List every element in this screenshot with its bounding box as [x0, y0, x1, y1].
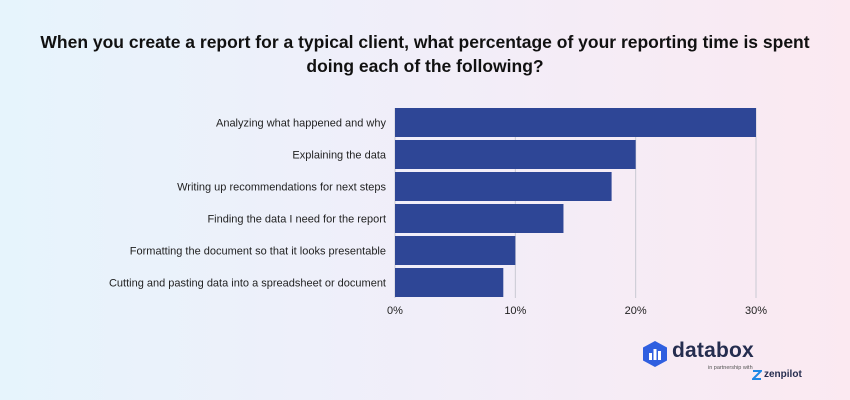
- grid-lines: [394, 108, 757, 298]
- brand-logo: databox in partnership with zenpilot: [642, 338, 812, 384]
- category-label: Explaining the data: [292, 150, 386, 162]
- chart-title-line-2: doing each of the following?: [306, 56, 544, 76]
- bars: [395, 108, 756, 297]
- category-label: Writing up recommendations for next step…: [177, 182, 386, 194]
- x-tick-labels: 0% 10% 20% 30%: [387, 305, 767, 317]
- chart-title: When you create a report for a typical c…: [20, 30, 830, 78]
- category-labels: Analyzing what happened and why Explainin…: [109, 118, 387, 290]
- x-tick-label: 30%: [745, 305, 767, 317]
- bar: [395, 108, 756, 137]
- x-tick-label: 20%: [625, 305, 647, 317]
- bar: [395, 268, 504, 297]
- bar: [395, 204, 564, 233]
- bar: [395, 236, 516, 265]
- category-label: Cutting and pasting data into a spreadsh…: [109, 278, 386, 290]
- x-tick-label: 10%: [504, 305, 526, 317]
- x-tick-label: 0%: [387, 305, 403, 317]
- brand-name: databox: [672, 339, 754, 362]
- brand-subtitle: in partnership with: [708, 365, 753, 371]
- bar: [395, 172, 612, 201]
- databox-logo-icon: [643, 341, 667, 367]
- zenpilot-logo-icon: [752, 370, 762, 380]
- category-label: Analyzing what happened and why: [216, 118, 387, 130]
- category-label: Finding the data I need for the report: [207, 214, 386, 226]
- partner-name: zenpilot: [764, 369, 802, 380]
- category-label: Formatting the document so that it looks…: [130, 246, 386, 258]
- chart-title-line-1: When you create a report for a typical c…: [40, 32, 810, 52]
- bar: [395, 140, 636, 169]
